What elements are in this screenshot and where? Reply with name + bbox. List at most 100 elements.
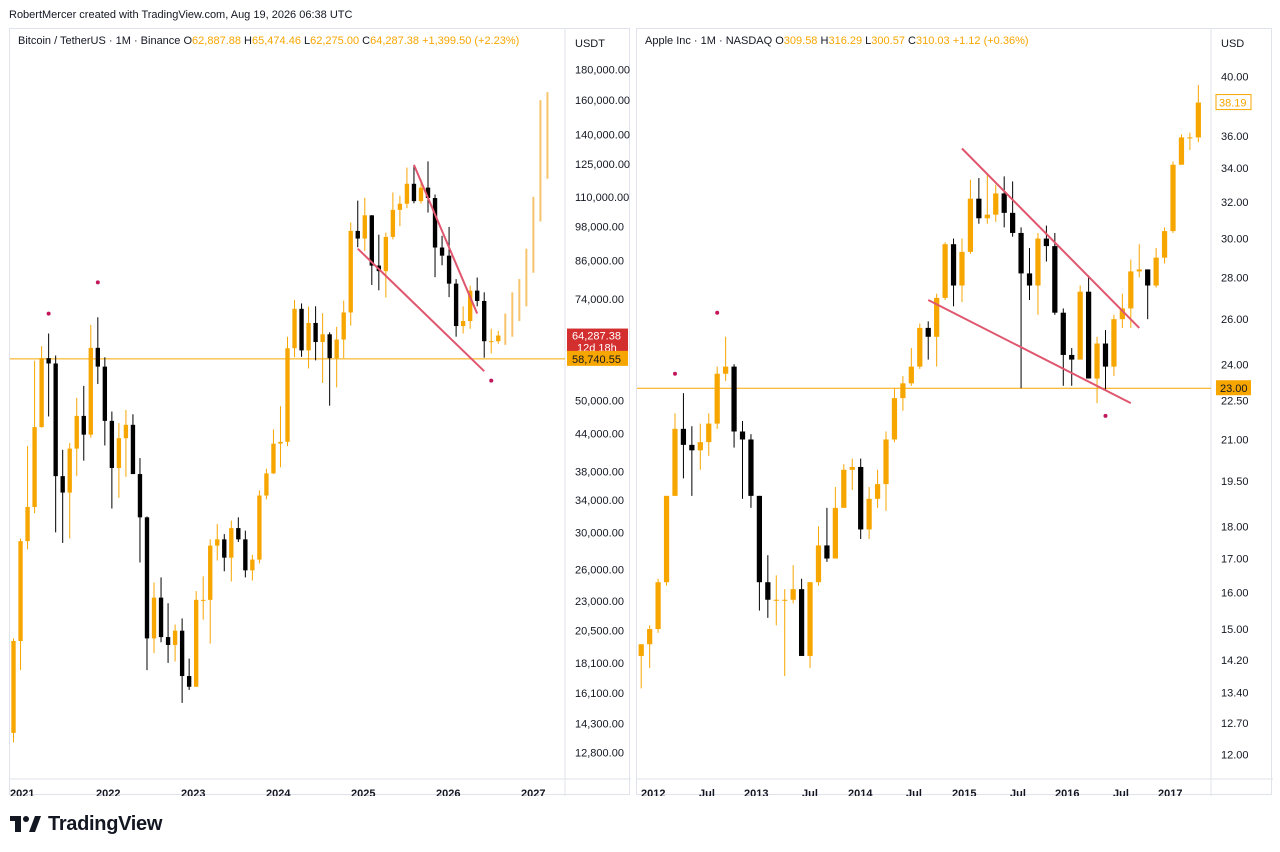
change-value: +1,399.50 (+2.23%) xyxy=(422,35,520,47)
candle-body xyxy=(292,308,297,349)
candle-body xyxy=(672,428,678,496)
time-tick-label: Jul xyxy=(802,788,818,796)
current-price-label: 64,287.38 xyxy=(572,331,621,343)
price-tick-label: 26,000.00 xyxy=(575,564,624,576)
price-tick-label: 26.00 xyxy=(1221,314,1249,326)
author-line: RobertMercer created with TradingView.co… xyxy=(9,9,353,21)
trendline xyxy=(961,147,1140,329)
apple-legend: Apple Inc · 1M · NASDAQ O309.58 H316.29 … xyxy=(645,35,1029,47)
candle-body xyxy=(824,545,830,559)
time-tick-label: 2012 xyxy=(641,788,665,796)
candle-body xyxy=(137,474,143,518)
price-tick-label: 140,000.00 xyxy=(575,130,630,142)
candle-body xyxy=(404,183,410,204)
candle-body xyxy=(334,339,339,359)
candle-body xyxy=(229,528,234,558)
candle-body xyxy=(647,629,653,645)
candle-body xyxy=(832,507,838,559)
candle-body xyxy=(1026,273,1033,286)
low-value: 62,275.00 xyxy=(310,35,360,47)
time-tick-label: Jul xyxy=(1010,788,1026,796)
candle-body xyxy=(866,498,872,530)
currency-label: USDT xyxy=(575,38,605,50)
candle-body xyxy=(1119,308,1125,320)
current-price-badge xyxy=(1215,94,1252,111)
close-value: 310.03 xyxy=(915,35,950,47)
low-key: L xyxy=(304,35,311,47)
candle-body xyxy=(264,473,269,496)
symbol-label: Bitcoin / TetherUS · 1M · Binance xyxy=(18,35,181,47)
candle-body xyxy=(1145,269,1151,286)
candle-body xyxy=(278,441,283,444)
price-tick-label: 38,000.00 xyxy=(575,466,624,478)
bitcoin-legend: Bitcoin / TetherUS · 1M · Binance O62,88… xyxy=(18,35,519,47)
candle-body xyxy=(663,495,670,583)
pivot-marker xyxy=(672,371,677,376)
candle-body xyxy=(453,283,459,327)
candle-body xyxy=(1187,137,1193,139)
candle-body xyxy=(158,597,164,638)
price-tick-label: 32.00 xyxy=(1221,197,1249,209)
candle-body xyxy=(193,599,199,687)
candle-body xyxy=(186,676,192,687)
price-tick-label: 125,000.00 xyxy=(575,159,630,171)
candle-body xyxy=(123,424,129,439)
price-tick-label: 12,800.00 xyxy=(575,747,624,759)
candle-body xyxy=(60,476,65,493)
price-tick-label: 13.40 xyxy=(1221,688,1249,700)
candle-body xyxy=(299,308,304,351)
candle-body xyxy=(418,187,424,202)
candle-body xyxy=(397,203,403,210)
apple-chart-panel[interactable]: USD 40.00 36.00 34.00 32.00 30.00 28.00 26.00 24… xyxy=(636,28,1273,796)
price-tick-label: 98,000.00 xyxy=(575,222,624,234)
currency-label: USD xyxy=(1221,38,1244,50)
candle-body xyxy=(432,198,438,248)
candle-body xyxy=(88,347,93,435)
candle-body xyxy=(390,209,396,237)
candle-body xyxy=(900,383,906,399)
candle-body xyxy=(1043,238,1050,247)
candle-body xyxy=(257,495,262,560)
candle-body xyxy=(172,630,178,645)
price-tick-label: 20,500.00 xyxy=(575,626,624,638)
open-key: O xyxy=(183,35,193,47)
candle-body xyxy=(1161,231,1168,258)
bitcoin-chart-canvas[interactable]: USDT 180,000.00 160,000.00 140,000.00 125,00… xyxy=(10,29,631,796)
candle-body xyxy=(130,424,136,475)
price-tick-label: 22.50 xyxy=(1221,396,1249,408)
candle-body xyxy=(460,321,466,327)
current-price-label: 38.19 xyxy=(1219,98,1247,110)
header-bar: RobertMercer created with TradingView.co… xyxy=(0,0,1280,28)
candle-body xyxy=(496,335,501,342)
candle-body xyxy=(109,420,115,468)
candle-body xyxy=(151,597,157,639)
candle-body xyxy=(655,582,661,630)
candle-body xyxy=(1111,319,1117,367)
candle-body xyxy=(706,423,712,443)
candle-body xyxy=(1128,271,1134,309)
price-tick-label: 28.00 xyxy=(1221,272,1249,284)
price-tick-label: 160,000.00 xyxy=(575,95,630,107)
candle-body xyxy=(116,438,122,468)
time-tick-label: 2013 xyxy=(744,788,768,796)
candle-body xyxy=(53,363,58,477)
candle-body xyxy=(320,334,325,343)
candle-body xyxy=(680,428,687,445)
candle-body xyxy=(765,582,771,600)
close-value: 64,287.38 xyxy=(370,35,420,47)
price-tick-label: 21.00 xyxy=(1221,434,1249,446)
candle-body xyxy=(74,415,79,449)
bitcoin-chart-panel[interactable]: USDT 180,000.00 160,000.00 140,000.00 125,00… xyxy=(9,28,631,796)
candle-body xyxy=(1094,343,1100,379)
candle-body xyxy=(1136,269,1142,272)
candle-body xyxy=(883,439,889,485)
apple-chart-canvas[interactable]: USD 40.00 36.00 34.00 32.00 30.00 28.00 26.00 24… xyxy=(637,29,1273,796)
price-tick-label: 12.00 xyxy=(1221,750,1249,762)
candle-body xyxy=(858,466,864,530)
change-value: +1.12 (+0.36%) xyxy=(952,35,1029,47)
candle-body xyxy=(1102,343,1109,367)
tradingview-brand[interactable]: TradingView xyxy=(10,812,162,836)
candle-body xyxy=(369,215,374,266)
price-tick-label: 30.00 xyxy=(1221,234,1249,246)
open-value: 62,887.88 xyxy=(192,35,241,47)
